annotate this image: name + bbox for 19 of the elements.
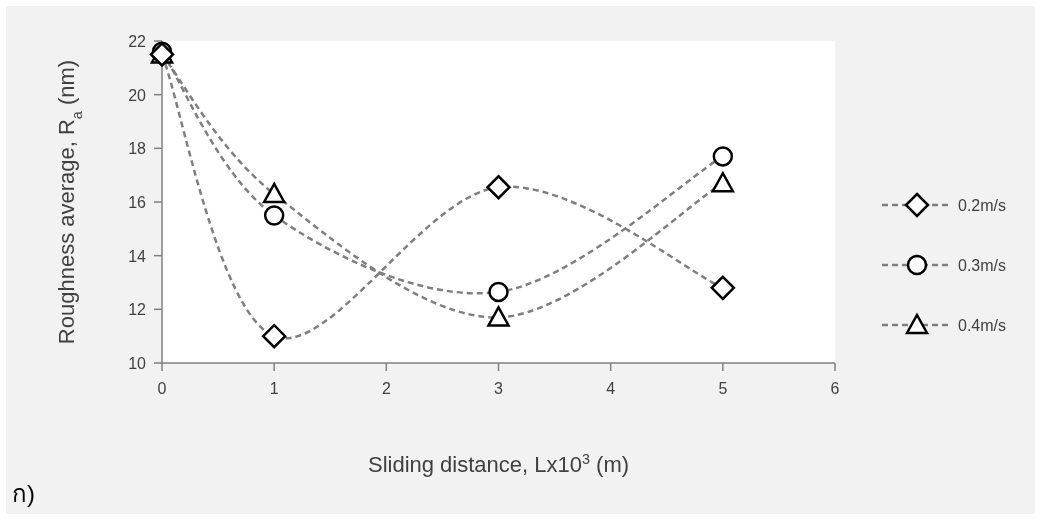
x-tick-label: 1	[269, 380, 279, 397]
y-tick-label: 12	[128, 301, 147, 319]
y-tick-label: 14	[128, 247, 147, 265]
x-tick-label: 0	[157, 380, 167, 397]
x-tick-label: 2	[381, 380, 391, 397]
x-tick-label: 4	[606, 380, 616, 397]
legend-label: 0.3m/s	[958, 257, 1007, 274]
x-axis-title: Sliding distance, Lx10$^{3}$ (m)	[367, 451, 630, 477]
y-tick-label: 18	[128, 140, 147, 158]
y-tick-label: 16	[128, 194, 147, 211]
x-tick-label: 6	[830, 380, 840, 397]
legend-label: 0.2m/s	[958, 197, 1007, 214]
y-tick-label: 22	[128, 33, 147, 50]
text: ก)	[12, 480, 35, 507]
y-tick-label: 20	[128, 86, 147, 104]
y-tick-label: 10	[128, 355, 147, 372]
x-tick-label: 5	[718, 380, 728, 397]
legend-label: 0.4m/s	[958, 317, 1007, 334]
x-tick-label: 3	[494, 380, 504, 397]
